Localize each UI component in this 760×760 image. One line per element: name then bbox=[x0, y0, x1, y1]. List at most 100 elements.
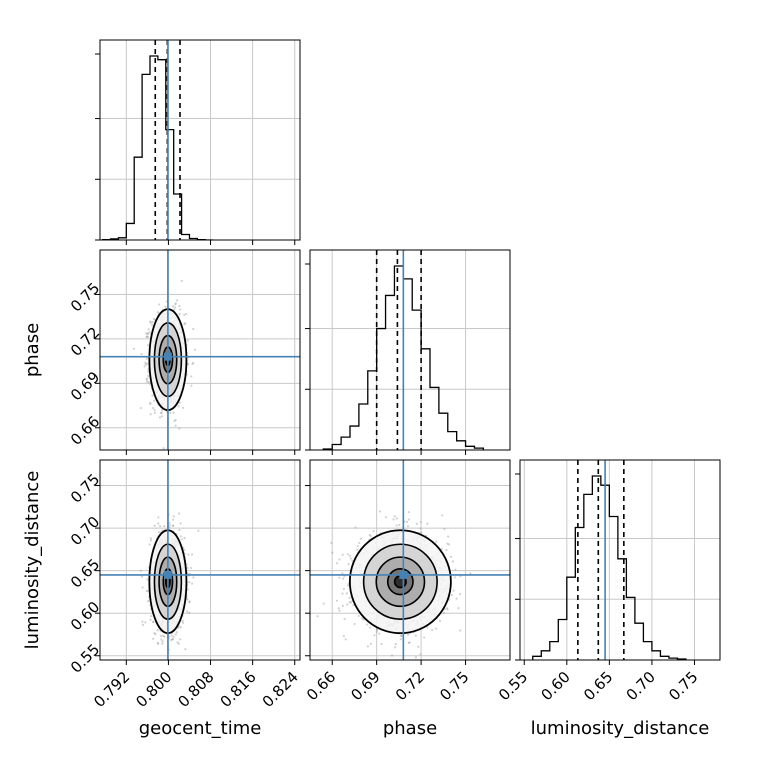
sample-point bbox=[171, 638, 174, 641]
sample-point bbox=[179, 626, 182, 629]
sample-point bbox=[172, 515, 175, 518]
sample-point bbox=[354, 526, 357, 529]
sample-point bbox=[154, 455, 156, 457]
sample-point bbox=[175, 631, 178, 634]
sample-point bbox=[168, 521, 171, 524]
sample-point bbox=[174, 418, 177, 422]
sample-point bbox=[341, 592, 344, 595]
sample-point bbox=[361, 617, 364, 620]
sample-point bbox=[407, 641, 410, 645]
sample-point bbox=[148, 331, 151, 334]
sample-point bbox=[186, 598, 189, 601]
sample-point bbox=[183, 323, 186, 326]
sample-point bbox=[173, 419, 176, 422]
sample-point bbox=[174, 424, 177, 427]
sample-point bbox=[186, 610, 189, 613]
sample-point bbox=[408, 641, 411, 644]
sample-point bbox=[152, 317, 156, 320]
sample-point bbox=[172, 524, 175, 527]
sample-point bbox=[188, 601, 191, 604]
sample-point bbox=[348, 601, 351, 604]
sample-point bbox=[330, 541, 333, 545]
sample-point bbox=[343, 617, 346, 621]
sample-point bbox=[342, 634, 345, 638]
sample-point bbox=[178, 528, 181, 532]
sample-point bbox=[139, 406, 142, 410]
sample-point bbox=[178, 401, 182, 404]
sample-point bbox=[141, 586, 144, 589]
sample-point bbox=[426, 522, 429, 525]
sample-point bbox=[144, 621, 147, 624]
sample-point bbox=[400, 634, 403, 638]
sample-point bbox=[153, 399, 156, 402]
sample-point bbox=[152, 637, 155, 640]
sample-point bbox=[322, 602, 325, 605]
sample-point bbox=[176, 641, 179, 644]
y-tick-label-luminosity-distance: 0.75 bbox=[67, 470, 103, 506]
sample-point bbox=[369, 626, 372, 629]
sample-point bbox=[446, 542, 449, 545]
sample-point bbox=[190, 384, 193, 387]
sample-point bbox=[335, 599, 339, 602]
sample-point bbox=[445, 549, 448, 552]
truth-marker-geocent-time-vs-luminosity-distance bbox=[163, 570, 172, 579]
sample-point bbox=[406, 525, 410, 528]
x-tick-label-luminosity-distance: 0.70 bbox=[623, 668, 659, 704]
sample-point bbox=[172, 635, 175, 639]
y-tick-label-luminosity-distance: 0.55 bbox=[67, 640, 103, 676]
sample-point bbox=[146, 362, 149, 365]
sample-point bbox=[146, 344, 150, 347]
sample-point bbox=[405, 520, 409, 523]
sample-point bbox=[407, 633, 410, 636]
sample-point bbox=[407, 511, 411, 514]
sample-point bbox=[178, 427, 181, 430]
sample-point bbox=[338, 558, 341, 561]
sample-point bbox=[147, 335, 150, 339]
sample-point bbox=[149, 539, 152, 542]
sample-point bbox=[157, 531, 161, 534]
sample-point bbox=[174, 302, 177, 305]
sample-point bbox=[447, 543, 451, 546]
sample-point bbox=[392, 518, 395, 521]
sample-point bbox=[440, 547, 443, 551]
panel-frame-hist-geocent-time bbox=[99, 39, 301, 241]
sample-point bbox=[186, 363, 190, 366]
sample-point bbox=[170, 639, 173, 642]
sample-point bbox=[178, 304, 181, 308]
sample-point bbox=[156, 629, 159, 632]
sample-point bbox=[145, 589, 148, 593]
overlay-layer bbox=[99, 39, 721, 661]
sample-point bbox=[186, 339, 189, 342]
sample-point bbox=[378, 632, 381, 635]
sample-point bbox=[398, 523, 401, 527]
sample-point bbox=[178, 312, 181, 316]
sample-point bbox=[453, 576, 456, 579]
sample-point bbox=[149, 413, 152, 416]
sample-point bbox=[187, 553, 190, 556]
sample-point bbox=[393, 646, 397, 649]
sample-point bbox=[174, 633, 177, 636]
sample-point bbox=[146, 332, 149, 335]
sample-point bbox=[191, 362, 194, 366]
sample-point bbox=[183, 536, 186, 540]
sample-point bbox=[455, 597, 458, 600]
sample-point bbox=[193, 348, 196, 351]
sample-point bbox=[179, 535, 183, 538]
sample-point bbox=[146, 578, 149, 581]
sample-point bbox=[344, 638, 347, 641]
sample-point bbox=[163, 635, 166, 638]
sample-point bbox=[181, 406, 185, 409]
sample-point bbox=[144, 363, 147, 366]
sample-point bbox=[378, 510, 382, 513]
x-tick-label-geocent-time: 0.800 bbox=[132, 668, 175, 711]
sample-point bbox=[341, 577, 345, 580]
sample-point bbox=[171, 518, 175, 521]
sample-point bbox=[145, 377, 149, 380]
sample-point bbox=[331, 551, 334, 554]
sample-point bbox=[153, 524, 156, 527]
y-tick-label-phase: 0.69 bbox=[67, 368, 103, 404]
sample-point bbox=[180, 538, 183, 541]
sample-point bbox=[153, 632, 156, 635]
sample-point bbox=[373, 634, 376, 637]
sample-point bbox=[144, 361, 147, 364]
